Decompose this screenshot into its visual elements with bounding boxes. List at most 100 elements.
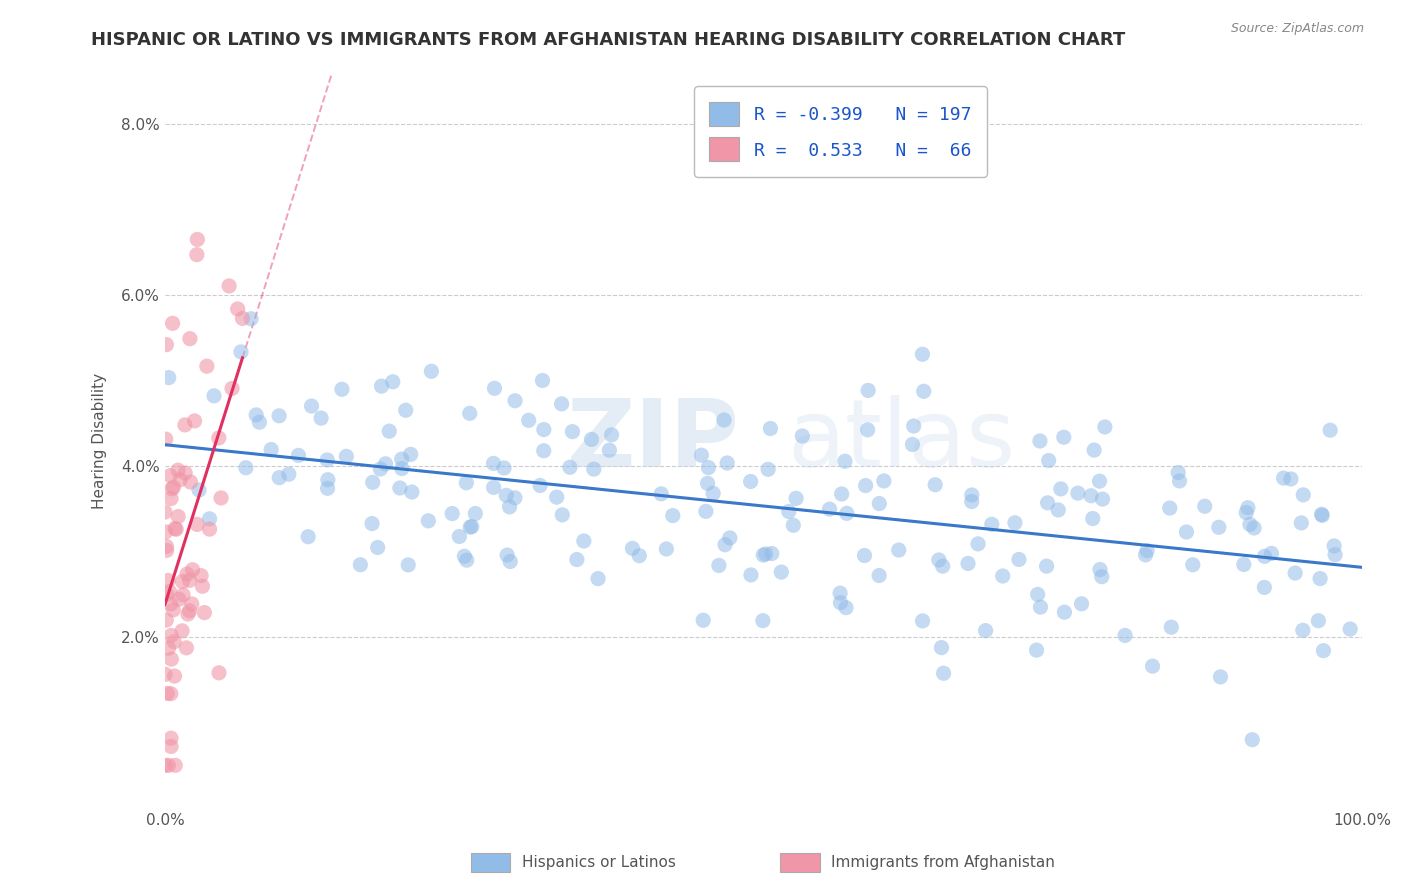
Point bbox=[167, 592, 190, 607]
Point bbox=[1004, 516, 1026, 530]
Point bbox=[159, 687, 181, 701]
Text: Source: ZipAtlas.com: Source: ZipAtlas.com bbox=[1230, 22, 1364, 36]
Text: Immigrants from Afghanistan: Immigrants from Afghanistan bbox=[831, 855, 1054, 870]
Point bbox=[1194, 500, 1216, 514]
Point bbox=[1308, 614, 1330, 628]
Point bbox=[551, 508, 574, 522]
Point bbox=[157, 758, 180, 772]
Point bbox=[690, 448, 713, 462]
Point bbox=[1253, 581, 1275, 595]
Point bbox=[911, 614, 934, 628]
Point bbox=[458, 406, 481, 420]
Point bbox=[208, 431, 231, 445]
Point bbox=[159, 584, 181, 599]
Point bbox=[1053, 430, 1076, 444]
Point bbox=[785, 491, 807, 506]
Point bbox=[718, 531, 741, 545]
Point bbox=[277, 467, 299, 482]
Point bbox=[399, 447, 422, 461]
Text: ZIP: ZIP bbox=[567, 394, 740, 486]
Point bbox=[714, 538, 737, 552]
Point bbox=[752, 548, 775, 562]
Point bbox=[349, 558, 371, 572]
Point bbox=[830, 586, 852, 600]
Point bbox=[496, 548, 519, 562]
Point bbox=[974, 624, 997, 638]
Point bbox=[1279, 472, 1302, 486]
Point bbox=[156, 543, 179, 558]
Point bbox=[449, 529, 471, 543]
Point bbox=[1241, 732, 1264, 747]
Point bbox=[229, 344, 252, 359]
Point bbox=[903, 419, 925, 434]
Point bbox=[193, 606, 215, 620]
Point bbox=[713, 413, 735, 427]
Point bbox=[198, 522, 221, 536]
Point bbox=[621, 541, 644, 556]
Point bbox=[697, 460, 720, 475]
Point bbox=[1243, 521, 1265, 535]
Point bbox=[155, 432, 177, 446]
Point bbox=[533, 423, 555, 437]
Point bbox=[165, 758, 187, 772]
Point bbox=[155, 337, 177, 351]
Point bbox=[912, 384, 935, 399]
Point bbox=[160, 652, 183, 666]
Point bbox=[499, 554, 522, 568]
Point bbox=[287, 449, 309, 463]
Point bbox=[176, 567, 198, 582]
Point bbox=[378, 424, 401, 438]
Point bbox=[960, 494, 983, 508]
Point bbox=[561, 425, 583, 439]
Point bbox=[565, 552, 588, 566]
Point bbox=[928, 553, 950, 567]
Point bbox=[960, 488, 983, 502]
Point bbox=[1239, 517, 1261, 532]
Point bbox=[756, 462, 779, 476]
Point bbox=[931, 640, 953, 655]
Point bbox=[1253, 549, 1275, 564]
Point bbox=[1029, 600, 1052, 615]
Point bbox=[1272, 471, 1295, 485]
Point bbox=[247, 415, 270, 429]
Point bbox=[176, 640, 198, 655]
Point bbox=[887, 543, 910, 558]
Point bbox=[157, 574, 180, 588]
Point bbox=[330, 382, 353, 396]
Point bbox=[582, 462, 605, 476]
Point bbox=[1008, 552, 1031, 566]
Point bbox=[755, 547, 778, 561]
Point bbox=[198, 512, 221, 526]
Point bbox=[162, 316, 184, 330]
Point bbox=[186, 232, 208, 246]
Point bbox=[1088, 562, 1111, 576]
Point bbox=[231, 311, 253, 326]
Point bbox=[1049, 482, 1071, 496]
Point bbox=[240, 311, 263, 326]
Point bbox=[529, 478, 551, 492]
Point bbox=[924, 477, 946, 491]
Text: HISPANIC OR LATINO VS IMMIGRANTS FROM AFGHANISTAN HEARING DISABILITY CORRELATION: HISPANIC OR LATINO VS IMMIGRANTS FROM AF… bbox=[91, 31, 1126, 49]
Point bbox=[980, 517, 1002, 532]
Point bbox=[835, 507, 858, 521]
Point bbox=[374, 457, 396, 471]
Point bbox=[174, 417, 197, 432]
Point bbox=[209, 491, 232, 505]
Point bbox=[388, 481, 411, 495]
Point bbox=[1035, 559, 1057, 574]
Point bbox=[456, 553, 478, 567]
Point bbox=[159, 468, 181, 483]
Point bbox=[269, 470, 291, 484]
Point bbox=[956, 557, 979, 571]
Point bbox=[1036, 496, 1059, 510]
Point bbox=[401, 485, 423, 500]
Point bbox=[1088, 474, 1111, 488]
Point bbox=[782, 518, 804, 533]
Point bbox=[1291, 516, 1313, 530]
Point bbox=[190, 568, 212, 582]
Point bbox=[309, 411, 332, 425]
Point bbox=[1292, 624, 1315, 638]
Point bbox=[157, 641, 180, 656]
Point bbox=[991, 569, 1014, 583]
Point bbox=[572, 533, 595, 548]
